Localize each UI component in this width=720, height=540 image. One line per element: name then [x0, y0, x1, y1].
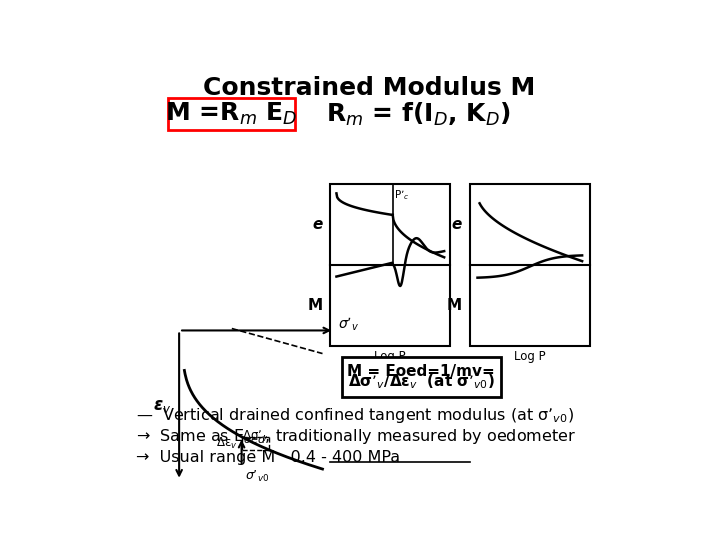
Text: M: M [447, 298, 462, 313]
Bar [168, 98, 295, 130]
Text: Log P: Log P [374, 350, 406, 363]
Text: σ’$_v$: σ’$_v$ [338, 315, 359, 333]
Text: e: e [451, 217, 462, 232]
Text: →  Usual range M   0.4 - 400 MPa: → Usual range M 0.4 - 400 MPa [137, 450, 400, 465]
Text: Δσ’$_v$/Δε$_v$  (at σ’$_{v0}$): Δσ’$_v$/Δε$_v$ (at σ’$_{v0}$) [348, 373, 495, 392]
Bar [330, 184, 451, 346]
Text: σ’$_{v0}$: σ’$_{v0}$ [246, 469, 270, 484]
Text: →  Same as E$_{oed}$, traditionally measured by oedometer: → Same as E$_{oed}$, traditionally measu… [137, 427, 577, 446]
Text: Δε$_v$: Δε$_v$ [216, 436, 238, 451]
Text: Log P: Log P [514, 350, 546, 363]
Text: —  Vertical drained confined tangent modulus (at σ’$_{v0}$): — Vertical drained confined tangent modu… [137, 406, 575, 424]
Text: e: e [312, 217, 323, 232]
Text: Δσ’$_v$: Δσ’$_v$ [243, 429, 269, 444]
Text: P’$_c$: P’$_c$ [395, 188, 410, 202]
Text: M = Eoed=1/mv=: M = Eoed=1/mv= [348, 363, 495, 379]
Bar [469, 184, 590, 346]
Text: M =R$_m$ E$_D$: M =R$_m$ E$_D$ [165, 101, 297, 127]
Text: M: M [307, 298, 323, 313]
Text: R$_m$ = f(I$_D$, K$_D$): R$_m$ = f(I$_D$, K$_D$) [326, 100, 511, 127]
Text: Constrained Modulus M: Constrained Modulus M [203, 76, 535, 100]
Bar [342, 357, 500, 397]
Text: ε$_v$: ε$_v$ [153, 396, 171, 415]
